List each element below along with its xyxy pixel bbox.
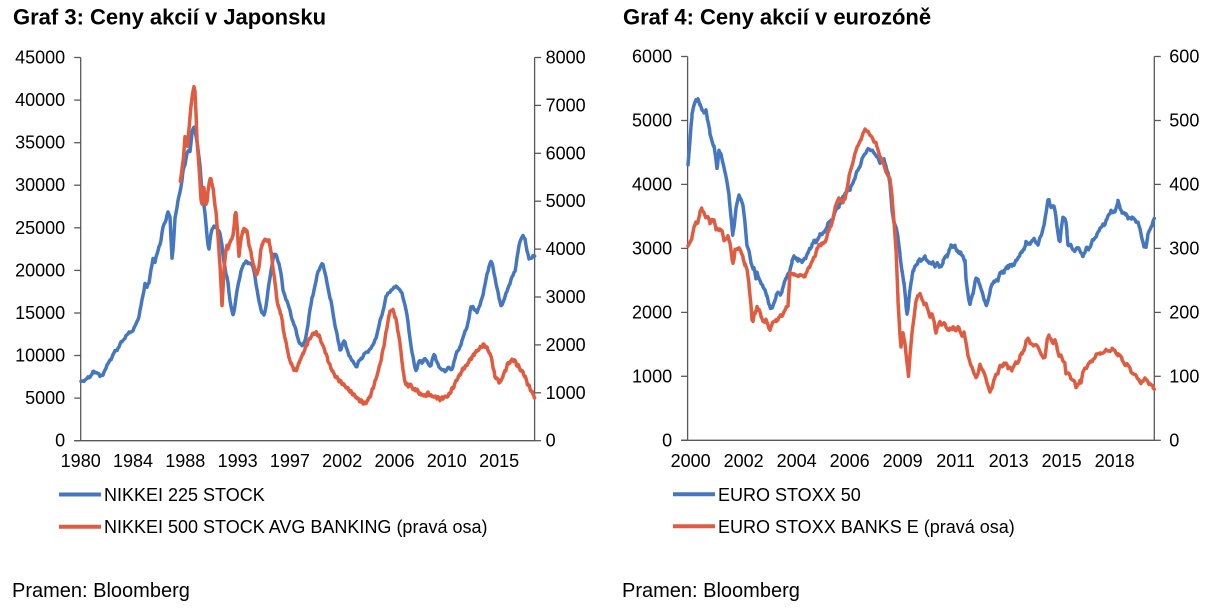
svg-text:2013: 2013	[989, 451, 1029, 471]
svg-text:1000: 1000	[546, 383, 586, 403]
svg-text:4000: 4000	[546, 239, 586, 259]
svg-text:1988: 1988	[165, 451, 205, 471]
svg-text:2000: 2000	[546, 335, 586, 355]
svg-text:NIKKEI 225 STOCK: NIKKEI 225 STOCK	[104, 485, 265, 505]
svg-text:2000: 2000	[671, 451, 711, 471]
svg-text:2018: 2018	[1095, 451, 1135, 471]
svg-text:1000: 1000	[632, 366, 672, 386]
svg-text:2006: 2006	[374, 451, 414, 471]
svg-text:0: 0	[546, 431, 556, 451]
svg-text:1993: 1993	[218, 451, 258, 471]
svg-text:2002: 2002	[322, 451, 362, 471]
svg-text:1997: 1997	[270, 451, 310, 471]
svg-text:0: 0	[1169, 430, 1179, 450]
svg-text:2010: 2010	[427, 451, 467, 471]
svg-text:30000: 30000	[15, 175, 65, 195]
svg-text:40000: 40000	[15, 90, 65, 110]
svg-text:1980: 1980	[61, 451, 101, 471]
svg-text:1984: 1984	[113, 451, 153, 471]
svg-text:25000: 25000	[15, 218, 65, 238]
svg-text:300: 300	[1169, 238, 1199, 258]
svg-text:500: 500	[1169, 111, 1199, 131]
svg-text:45000: 45000	[15, 48, 65, 68]
svg-text:2006: 2006	[830, 451, 870, 471]
svg-text:EURO STOXX BANKS E (pravá osa): EURO STOXX BANKS E (pravá osa)	[718, 517, 1015, 537]
svg-text:6000: 6000	[546, 143, 586, 163]
svg-text:15000: 15000	[15, 303, 65, 323]
svg-text:2015: 2015	[1042, 451, 1082, 471]
svg-text:200: 200	[1169, 302, 1199, 322]
svg-text:3000: 3000	[546, 287, 586, 307]
svg-text:2002: 2002	[724, 451, 764, 471]
svg-text:2011: 2011	[936, 451, 975, 471]
svg-text:Graf 4: Ceny akcií v eurozóně: Graf 4: Ceny akcií v eurozóně	[623, 5, 931, 30]
svg-text:5000: 5000	[632, 111, 672, 131]
svg-text:2009: 2009	[883, 451, 923, 471]
svg-text:Pramen: Bloomberg: Pramen: Bloomberg	[622, 580, 800, 602]
svg-text:6000: 6000	[632, 47, 672, 67]
svg-text:EURO STOXX 50: EURO STOXX 50	[718, 485, 861, 505]
svg-text:100: 100	[1169, 366, 1199, 386]
svg-text:20000: 20000	[15, 260, 65, 280]
svg-text:4000: 4000	[632, 174, 672, 194]
svg-text:NIKKEI 500 STOCK AVG BANKING (: NIKKEI 500 STOCK AVG BANKING (pravá osa)	[104, 517, 487, 537]
svg-text:10000: 10000	[15, 346, 65, 366]
svg-text:600: 600	[1169, 47, 1199, 67]
svg-text:Pramen: Bloomberg: Pramen: Bloomberg	[12, 580, 190, 602]
svg-text:400: 400	[1169, 174, 1199, 194]
svg-text:3000: 3000	[632, 238, 672, 258]
svg-text:5000: 5000	[546, 191, 586, 211]
svg-text:Graf 3: Ceny akcií v Japonsku: Graf 3: Ceny akcií v Japonsku	[13, 5, 326, 30]
svg-text:0: 0	[662, 430, 672, 450]
svg-text:8000: 8000	[546, 48, 586, 68]
svg-text:5000: 5000	[25, 388, 65, 408]
svg-text:2015: 2015	[479, 451, 519, 471]
svg-text:2004: 2004	[777, 451, 817, 471]
svg-text:7000: 7000	[546, 95, 586, 115]
svg-text:0: 0	[55, 431, 65, 451]
svg-text:2000: 2000	[632, 302, 672, 322]
svg-text:35000: 35000	[15, 133, 65, 153]
